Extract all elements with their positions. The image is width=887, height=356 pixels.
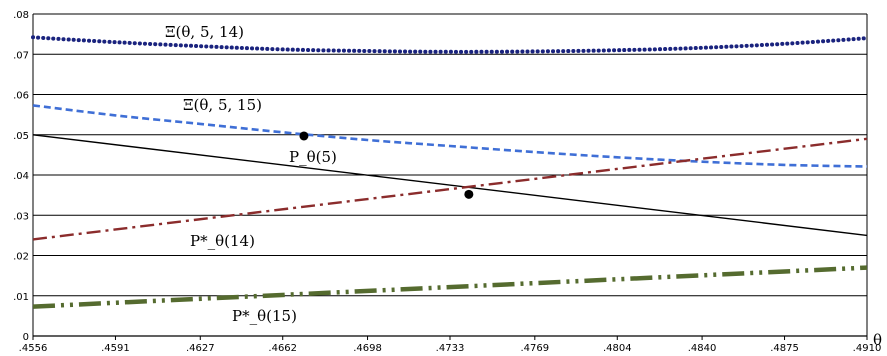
x-tick-label: .4769 xyxy=(520,343,549,354)
x-tick-label: .4556 xyxy=(19,343,48,354)
label-xi-5-15: Ξ(θ, 5, 15) xyxy=(183,96,262,114)
x-tick-label: .4804 xyxy=(603,343,632,354)
series-line-2 xyxy=(32,134,868,237)
y-tick-label: .08 xyxy=(13,10,29,21)
marked-points xyxy=(299,131,474,199)
x-tick-label: .4910 xyxy=(853,343,882,354)
y-tick-label: .03 xyxy=(13,211,29,222)
y-tick-label: .04 xyxy=(13,171,29,182)
label-p-star-15: P*_θ(15) xyxy=(232,307,297,325)
series-line-3 xyxy=(32,137,868,241)
gridlines xyxy=(32,13,868,337)
x-axis-ticks: .4556 .4591 .4627 .4662 .4698 .4733 .4769 .4804… xyxy=(19,336,882,354)
y-tick-label: 0 xyxy=(23,332,29,343)
x-tick-label: .4662 xyxy=(268,343,297,354)
x-tick-label: .4875 xyxy=(770,343,799,354)
y-tick-label: .01 xyxy=(13,292,29,303)
x-tick-label: .4840 xyxy=(688,343,717,354)
y-axis-ticks: 0 .01 .02 .03 .04 .05 .06 .07 .08 xyxy=(13,10,29,343)
intersection-point-1 xyxy=(464,189,474,199)
x-axis-label: θ xyxy=(873,331,882,349)
series-line-0 xyxy=(31,35,869,54)
intersection-point-0 xyxy=(299,131,309,141)
y-tick-label: .06 xyxy=(13,91,29,102)
series-line-4 xyxy=(32,265,868,309)
x-tick-label: .4698 xyxy=(353,343,382,354)
series-line-1 xyxy=(32,104,868,168)
label-p-theta-5: P_θ(5) xyxy=(289,148,337,166)
label-xi-5-14: Ξ(θ, 5, 14) xyxy=(165,23,244,41)
y-tick-label: .07 xyxy=(13,50,29,61)
x-tick-label: .4733 xyxy=(436,343,465,354)
x-tick-label: .4591 xyxy=(101,343,130,354)
y-tick-label: .05 xyxy=(13,131,29,142)
label-p-star-14: P*_θ(14) xyxy=(190,232,255,250)
y-tick-label: .02 xyxy=(13,252,29,263)
x-tick-label: .4627 xyxy=(186,343,215,354)
series-lines xyxy=(31,35,869,309)
